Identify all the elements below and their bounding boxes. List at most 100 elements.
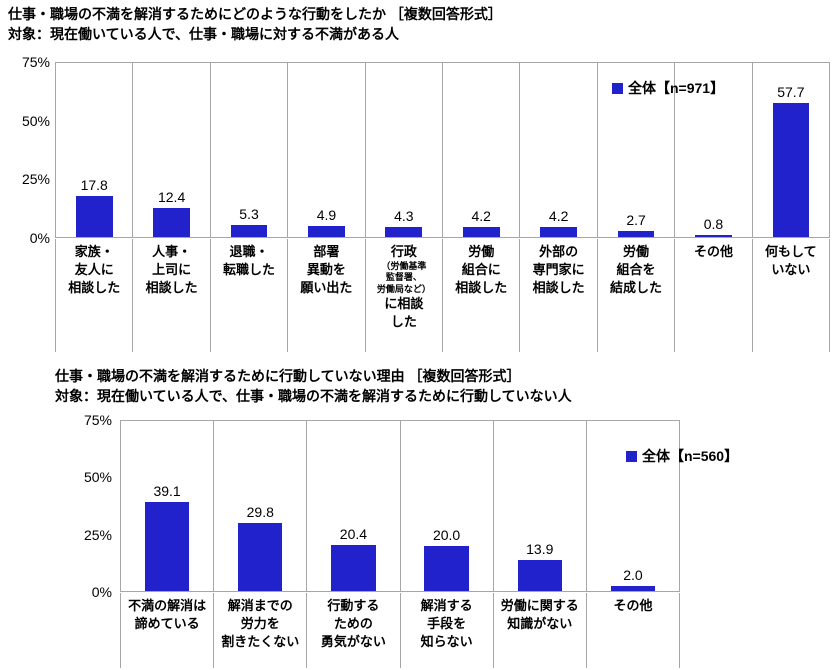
category-label-line: 諦めている xyxy=(134,616,200,632)
bar-column: 4.9 xyxy=(287,63,364,237)
bar xyxy=(238,523,283,591)
category-label: 労働 組合を 結成した xyxy=(596,239,674,352)
category-label: 解消までの 労力を 割きたくない xyxy=(213,593,306,668)
category-label-line: 労力を xyxy=(240,616,280,632)
category-label-line: その他 xyxy=(613,598,653,613)
bar xyxy=(617,230,655,237)
bar-column: 4.3 xyxy=(364,63,442,237)
value-label: 4.9 xyxy=(316,206,337,223)
y-tick-label: 50% xyxy=(21,112,50,129)
bar xyxy=(308,225,345,237)
value-label: 13.9 xyxy=(526,540,554,557)
value-label: 2.0 xyxy=(623,567,643,584)
category-label-line: 部署 xyxy=(313,244,340,259)
bar-column: 57.7 xyxy=(751,63,829,237)
category-label: 外部の専門家に相談した xyxy=(519,239,596,352)
bar xyxy=(385,227,423,237)
category-label-line: した xyxy=(390,314,417,330)
bar xyxy=(75,195,113,237)
category-label: 労働 組合に 相談した xyxy=(442,239,519,352)
value-label: 57.7 xyxy=(777,84,805,101)
legend-label: 全体【n=560】 xyxy=(642,448,739,464)
category-label-line: 結成した xyxy=(610,280,663,296)
category-label: 労働に関する 知識がない xyxy=(492,593,586,668)
category-label-line: 何もして xyxy=(765,244,817,259)
y-tick-label: 25% xyxy=(21,171,50,188)
plot-area: 17.8 12.4 5.3 4.9 4.3 4.2 4.2 2.7 0.8 57.7 xyxy=(55,62,830,238)
legend: 全体【n=971】 xyxy=(612,78,724,98)
category-label-line: 転職した xyxy=(223,262,276,278)
y-tick-label: 25% xyxy=(83,526,112,543)
category-label-line: 友人に xyxy=(74,262,114,278)
category-label: その他 xyxy=(674,239,751,352)
value-label: 12.4 xyxy=(157,189,186,206)
category-label-line: 手段を xyxy=(427,616,467,632)
category-label-line: 上司に xyxy=(152,262,192,278)
category-label-line: 組合に xyxy=(461,262,501,278)
category-label-line: 行政 xyxy=(390,244,417,259)
y-axis: 0% 25% 50% 75% xyxy=(58,412,112,600)
category-label: その他 xyxy=(585,593,679,668)
category-label: 何もして いない xyxy=(751,239,829,352)
y-tick-label: 75% xyxy=(83,412,112,428)
bar-column: 4.2 xyxy=(519,63,596,237)
category-label-line: 解消する xyxy=(420,598,473,613)
category-label-line: 相談した xyxy=(145,280,198,296)
y-tick-label: 50% xyxy=(83,469,112,486)
category-label-line: 願い出た xyxy=(300,280,353,296)
bar-column: 4.2 xyxy=(442,63,519,237)
value-label: 17.8 xyxy=(80,176,108,193)
category-label-line: （労働基準 xyxy=(381,261,427,272)
value-label: 39.1 xyxy=(153,483,181,500)
category-label-line: 労働 xyxy=(468,244,495,259)
value-label: 4.3 xyxy=(394,208,414,225)
category-label-line: 組合を xyxy=(616,262,656,278)
legend-swatch-icon xyxy=(612,82,623,94)
chart-actions-taken: 仕事・職場の不満を解消するためにどのような行動をしたか ［複数回答形式］ 対象：… xyxy=(8,6,830,352)
category-label-line: 異動を xyxy=(306,262,346,278)
category-label-line: 労働に関する xyxy=(500,598,579,613)
category-label: 不満の解消は 諦めている xyxy=(121,593,213,668)
bar-column: 12.4 xyxy=(132,63,209,237)
bar xyxy=(540,227,577,237)
bar-column: 5.3 xyxy=(209,63,287,237)
legend-swatch-icon xyxy=(626,450,637,462)
bar-column: 39.1 xyxy=(121,421,213,591)
category-label: 行動する ための 勇気がない xyxy=(306,593,399,668)
category-label-line: 労働局など） xyxy=(376,283,431,294)
bar-column: 2.7 xyxy=(596,63,674,237)
x-labels: 家族・ 友人に 相談した 人事・ 上司に 相談した 退職・ 転職した 部署 異動を 願い出た 行政 （労… xyxy=(55,239,830,352)
category-label-line: 専門家に xyxy=(532,262,585,278)
bar-column: 20.4 xyxy=(306,421,399,591)
bar-column: 0.8 xyxy=(674,63,751,237)
category-label-line: 人事・ xyxy=(152,244,192,259)
bar xyxy=(462,227,500,237)
category-label: 部署 異動を 願い出た xyxy=(287,239,364,352)
category-label-line: 退職・ xyxy=(229,244,269,259)
bar-column: 13.9 xyxy=(492,421,586,591)
value-label: 2.7 xyxy=(626,211,646,228)
category-label: 行政 （労働基準 監督署、 労働局など） に相談 した xyxy=(364,239,442,352)
bar-column: 2.0 xyxy=(585,421,679,591)
value-label: 29.8 xyxy=(246,504,274,521)
category-label-line: 行動する xyxy=(327,598,380,613)
bar xyxy=(230,224,268,237)
category-label-line: 割きたくない xyxy=(221,634,300,650)
category-label-line: 外部の xyxy=(539,244,579,259)
chart-subtitle: 対象：現在働いている人で、仕事・職場の不満を解消するために行動していない人 xyxy=(55,388,572,404)
plot-area: 39.1 29.8 20.4 20.0 13.9 2.0 xyxy=(120,420,680,592)
category-label-line: 監督署、 xyxy=(385,272,422,283)
category-label: 解消する 手段を 知らない xyxy=(399,593,493,668)
chart-title: 仕事・職場の不満を解消するためにどのような行動をしたか ［複数回答形式］ xyxy=(8,6,502,22)
bar xyxy=(695,235,732,237)
chart-title: 仕事・職場の不満を解消するために行動していない理由 ［複数回答形式］ xyxy=(55,368,521,384)
category-label-line: 相談した xyxy=(532,280,585,296)
value-label: 4.2 xyxy=(471,208,491,225)
bar-column: 20.0 xyxy=(399,421,493,591)
category-label-line: 相談した xyxy=(455,280,508,296)
legend: 全体【n=560】 xyxy=(626,446,738,466)
chart-no-action-reasons: 仕事・職場の不満を解消するために行動していない理由 ［複数回答形式］ 対象：現在… xyxy=(0,360,840,670)
category-label-line: 勇気がない xyxy=(320,634,386,650)
legend-label: 全体【n=971】 xyxy=(628,80,725,96)
category-label: 退職・ 転職した xyxy=(209,239,287,352)
